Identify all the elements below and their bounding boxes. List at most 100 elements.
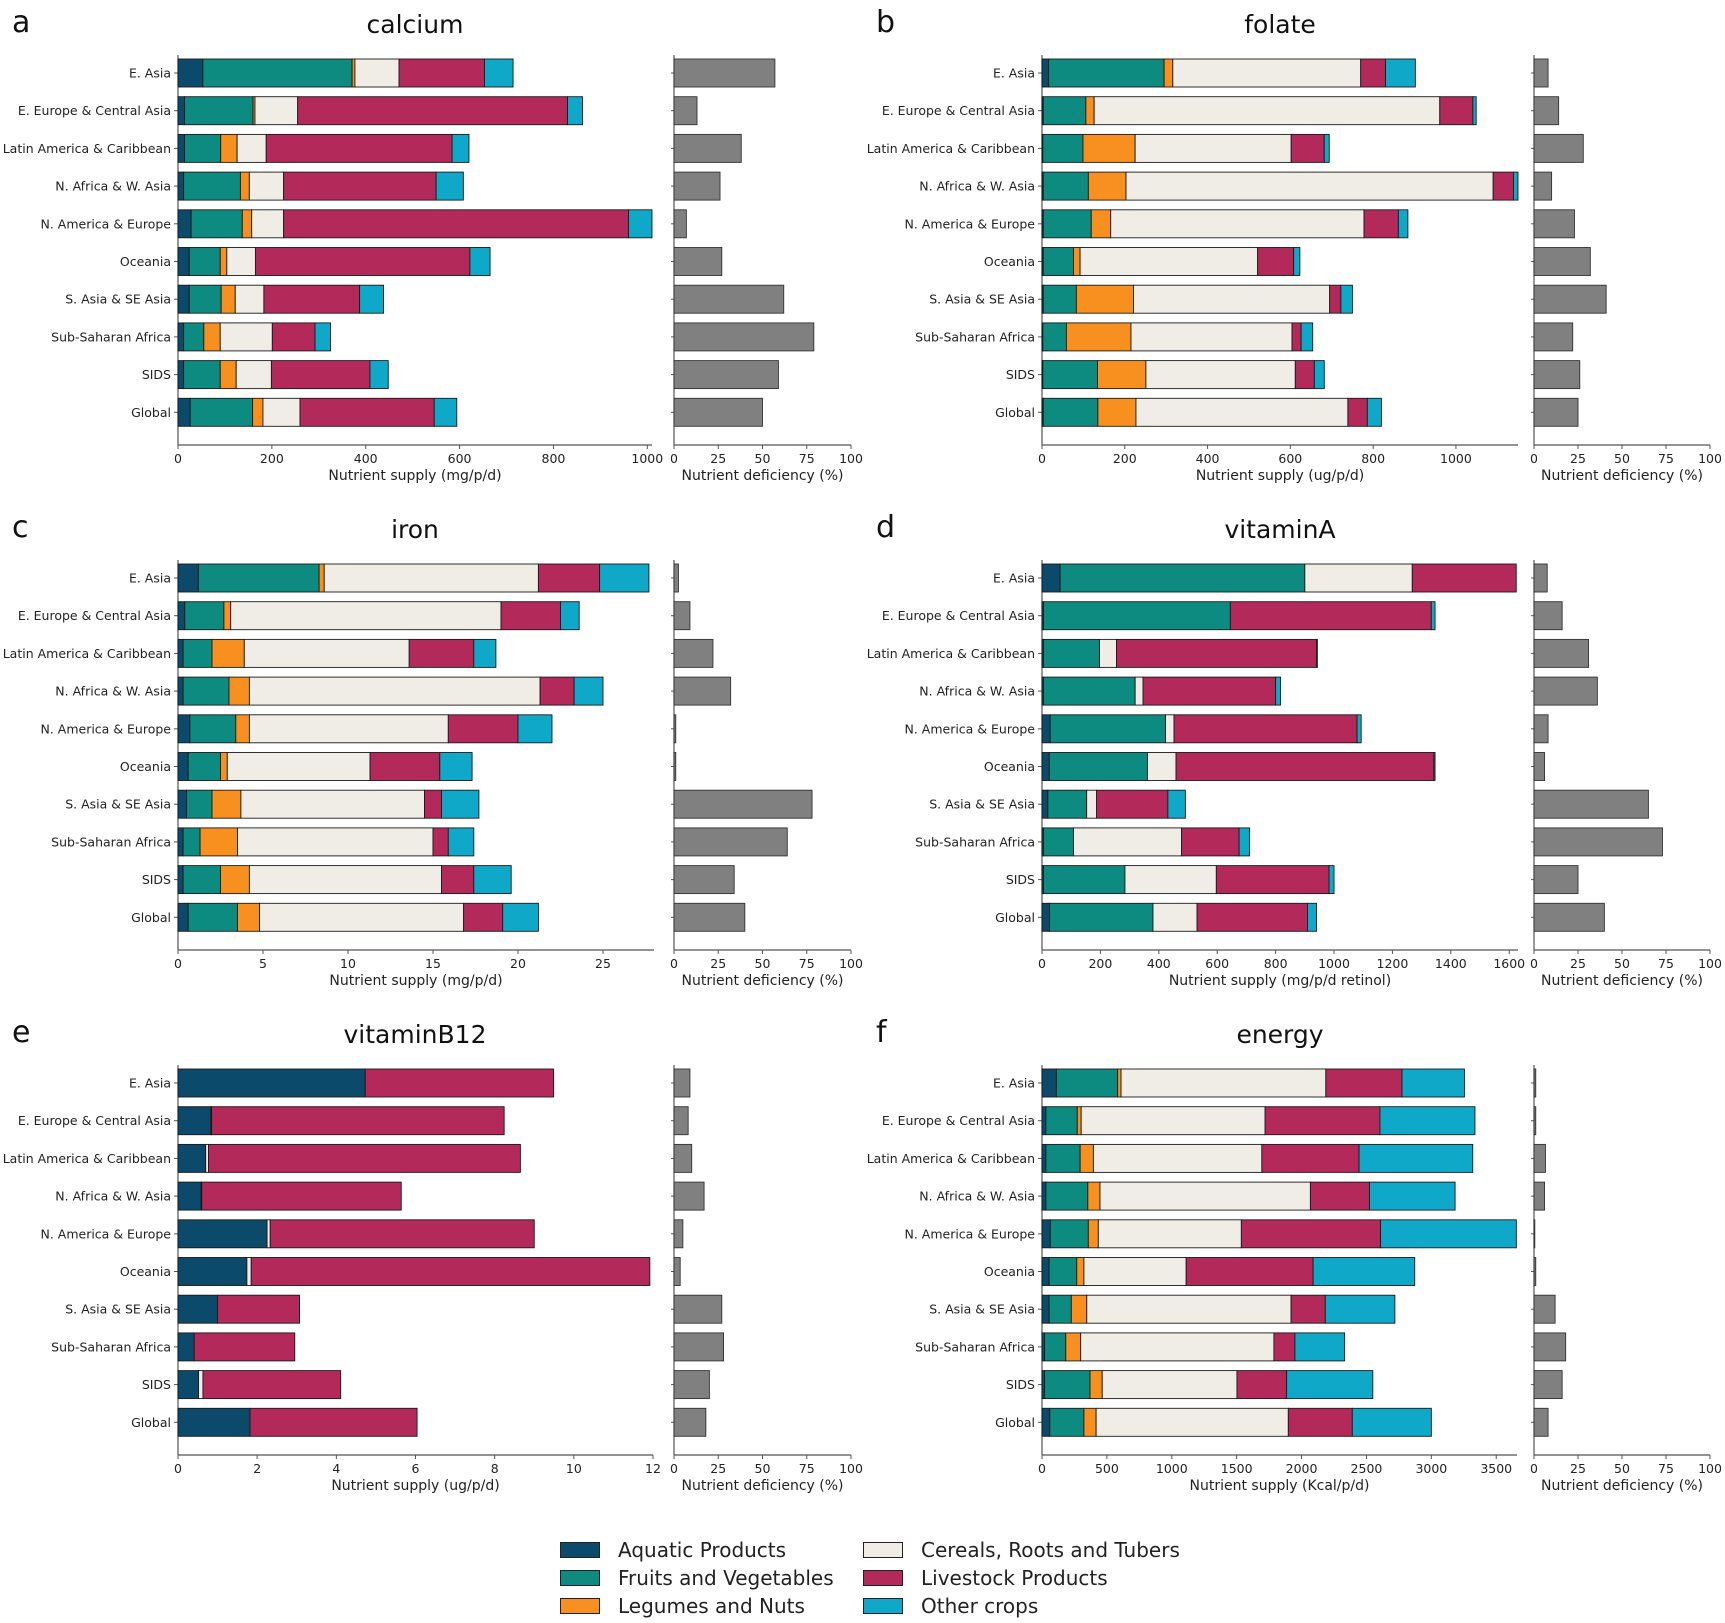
bar-segment-other-crops xyxy=(1307,902,1317,932)
bar-segment-fruits-and-vegetables xyxy=(1044,1370,1091,1400)
deficiency-bar xyxy=(673,1219,684,1249)
y-tick-label: Sub-Saharan Africa xyxy=(51,1339,171,1354)
bar-segment-fruits-and-vegetables xyxy=(1049,902,1154,932)
deficiency-x-tick-label: 75 xyxy=(1658,956,1674,971)
bar-segment-other-crops xyxy=(517,714,553,744)
bar-segment-aquatic-products xyxy=(1041,58,1050,88)
deficiency-bar xyxy=(673,171,721,201)
deficiency-x-tick-label: 100 xyxy=(839,1461,863,1476)
bar-segment-legumes-and-nuts xyxy=(1083,1407,1097,1437)
bar-segment-cereals-roots-and-tubers xyxy=(1145,360,1296,390)
bar-segment-livestock-products xyxy=(1411,563,1517,593)
legend-item-livestock-products: Livestock Products xyxy=(863,1566,1108,1590)
bar-segment-legumes-and-nuts xyxy=(1087,171,1127,201)
bar-segment-livestock-products xyxy=(432,827,449,857)
y-tick-label: Oceania xyxy=(984,254,1035,269)
y-tick-label: Latin America & Caribbean xyxy=(867,141,1035,156)
bar-segment-fruits-and-vegetables xyxy=(189,714,237,744)
bar-segment-other-crops xyxy=(1328,865,1335,895)
y-tick-label: N. America & Europe xyxy=(40,1226,171,1241)
x-tick-label: 1200 xyxy=(1377,956,1409,971)
bar-segment-fruits-and-vegetables xyxy=(1042,247,1074,276)
bar-segment-cereals-roots-and-tubers xyxy=(259,902,465,932)
y-tick-label: E. Europe & Central Asia xyxy=(882,103,1035,118)
y-tick-label: E. Europe & Central Asia xyxy=(882,1113,1035,1128)
bar-segment-livestock-products xyxy=(299,397,435,427)
y-tick-label: Oceania xyxy=(984,1264,1035,1279)
deficiency-bar xyxy=(1533,1143,1546,1173)
bar-segment-livestock-products xyxy=(364,1068,555,1098)
deficiency-bar xyxy=(673,827,788,857)
bar-segment-legumes-and-nuts xyxy=(1163,58,1174,88)
y-tick-label: S. Asia & SE Asia xyxy=(65,797,171,812)
deficiency-x-axis-label: Nutrient deficiency (%) xyxy=(1541,1478,1703,1494)
bar-segment-fruits-and-vegetables xyxy=(187,752,221,781)
bar-segment-aquatic-products xyxy=(177,752,189,781)
bar-segment-aquatic-products xyxy=(1041,752,1050,781)
x-tick-label: 4 xyxy=(332,1461,340,1476)
bar-segment-fruits-and-vegetables xyxy=(183,360,221,390)
deficiency-bar xyxy=(673,902,746,932)
x-tick-label: 3500 xyxy=(1480,1461,1512,1476)
bar-segment-other-crops xyxy=(567,96,583,126)
bar-segment-other-crops xyxy=(1430,601,1436,631)
deficiency-bar xyxy=(1533,789,1649,819)
bar-segment-fruits-and-vegetables xyxy=(1042,322,1067,352)
bar-segment-fruits-and-vegetables xyxy=(186,789,213,819)
y-tick-label: SIDS xyxy=(142,1377,171,1392)
x-tick-label: 800 xyxy=(1361,451,1385,466)
bar-segment-legumes-and-nuts xyxy=(1065,322,1132,352)
bar-segment-cereals-roots-and-tubers xyxy=(1093,96,1441,126)
bar-segment-other-crops xyxy=(1286,1370,1374,1400)
bar-segment-aquatic-products xyxy=(177,638,184,668)
bar-segment-legumes-and-nuts xyxy=(211,789,242,819)
bar-segment-livestock-products xyxy=(408,638,475,668)
bar-segment-aquatic-products xyxy=(1041,1407,1051,1437)
bar-segment-livestock-products xyxy=(1290,133,1325,163)
bar-segment-livestock-products xyxy=(254,247,471,276)
x-tick-label: 0 xyxy=(1038,956,1046,971)
bar-segment-other-crops xyxy=(469,247,491,276)
x-tick-label: 400 xyxy=(354,451,378,466)
y-tick-label: Sub-Saharan Africa xyxy=(51,834,171,849)
bar-segment-legumes-and-nuts xyxy=(1087,1181,1101,1211)
y-tick-label: Global xyxy=(131,405,171,420)
deficiency-bar xyxy=(673,714,677,744)
bar-segment-fruits-and-vegetables xyxy=(1043,676,1136,706)
x-tick-label: 8 xyxy=(491,1461,499,1476)
x-tick-label: 20 xyxy=(510,956,526,971)
bar-segment-fruits-and-vegetables xyxy=(1042,284,1077,314)
deficiency-x-tick-label: 75 xyxy=(799,1461,815,1476)
deficiency-bar xyxy=(673,360,779,390)
deficiency-bar xyxy=(1533,1181,1546,1211)
deficiency-bar xyxy=(1533,1332,1567,1362)
y-tick-label: Sub-Saharan Africa xyxy=(51,329,171,344)
bar-segment-cereals-roots-and-tubers xyxy=(234,284,265,314)
x-tick-label: 0 xyxy=(174,1461,182,1476)
panel-title: calcium xyxy=(367,10,464,39)
bar-segment-aquatic-products xyxy=(177,563,199,593)
bar-segment-fruits-and-vegetables xyxy=(1049,1219,1089,1249)
bar-segment-cereals-roots-and-tubers xyxy=(1124,865,1217,895)
bar-segment-cereals-roots-and-tubers xyxy=(198,1370,204,1400)
x-tick-label: 600 xyxy=(1278,451,1302,466)
bar-segment-cereals-roots-and-tubers xyxy=(240,789,425,819)
bar-segment-cereals-roots-and-tubers xyxy=(1134,676,1144,706)
panel-title: energy xyxy=(1236,1020,1323,1049)
bar-segment-aquatic-products xyxy=(1041,789,1049,819)
bar-segment-cereals-roots-and-tubers xyxy=(246,1257,252,1286)
bar-segment-cereals-roots-and-tubers xyxy=(1097,1219,1242,1249)
bar-segment-fruits-and-vegetables xyxy=(182,865,221,895)
bar-segment-livestock-products xyxy=(249,1407,418,1437)
y-tick-label: E. Asia xyxy=(993,1076,1035,1091)
bar-segment-cereals-roots-and-tubers xyxy=(254,96,299,126)
panel-letter: a xyxy=(12,5,30,40)
x-axis-label: Nutrient supply (ug/p/d) xyxy=(331,1478,499,1494)
deficiency-x-tick-label: 100 xyxy=(839,956,863,971)
bar-segment-legumes-and-nuts xyxy=(1079,1143,1094,1173)
x-axis-label: Nutrient supply (mg/p/d) xyxy=(328,468,501,484)
deficiency-bar xyxy=(673,1257,681,1286)
legend-item-fruits-and-vegetables: Fruits and Vegetables xyxy=(560,1566,834,1590)
bar-segment-cereals-roots-and-tubers xyxy=(1080,1106,1266,1136)
x-tick-label: 400 xyxy=(1147,956,1171,971)
